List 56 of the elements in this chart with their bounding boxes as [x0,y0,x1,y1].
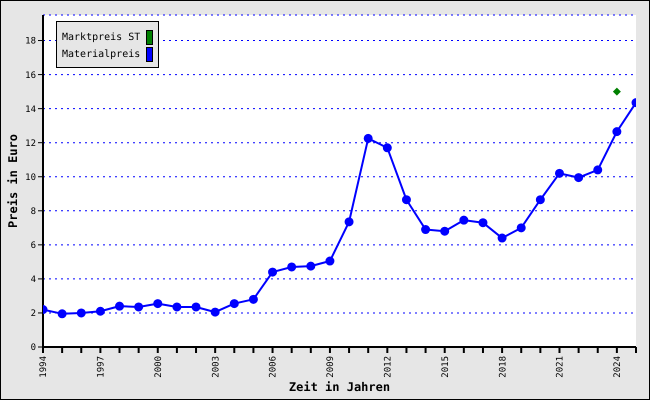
x-tick-label: 1994 [39,356,50,378]
y-tick-label: 14 [25,104,36,115]
point [210,308,220,317]
y-tick-label: 4 [30,275,36,286]
y-tick-label: 0 [30,343,36,354]
point [192,302,201,312]
point [459,216,468,225]
point [306,262,316,271]
point [344,217,354,226]
point [287,262,296,272]
point [364,134,373,143]
x-tick-label: 2018 [498,356,508,378]
point [58,309,67,318]
y-axis-title: Preis in Euro [6,134,20,228]
legend-label: Marktpreis ST [62,32,140,43]
point [516,223,526,232]
point [554,168,564,178]
point [612,88,621,96]
y-tick-label: 10 [25,172,36,183]
point [478,218,488,228]
point [230,299,239,308]
point [498,234,507,243]
point [402,195,411,204]
point [612,127,622,136]
x-tick-label: 2000 [154,356,164,378]
x-tick-label: 2024 [613,356,624,378]
point [172,302,182,312]
point [248,294,258,304]
x-tick-label: 2006 [268,356,279,378]
point [574,173,584,182]
point [153,299,162,308]
point [593,165,602,174]
y-tick-label: 12 [25,138,36,149]
point [325,256,334,266]
point [76,308,86,318]
x-tick-label: 1997 [96,356,107,378]
x-tick-label: 2012 [383,356,394,378]
x-tick-label: 2021 [556,356,566,378]
point [134,302,144,312]
y-tick-label: 2 [30,309,36,320]
point [421,225,430,234]
point [115,302,124,311]
point [96,306,105,316]
y-tick-label: 6 [30,241,36,252]
x-axis-title: Zeit in Jahren [288,380,390,394]
y-tick-label: 16 [25,70,36,81]
x-tick-label: 2009 [326,356,336,378]
y-tick-label: 8 [30,206,36,217]
point [268,268,278,277]
x-tick-label: 2015 [440,356,451,378]
point [382,143,392,152]
x-tick-label: 2003 [211,356,222,378]
y-tick-label: 18 [25,36,36,47]
legend-label: Materialpreis [62,49,140,60]
point [440,226,450,236]
point [536,195,545,204]
